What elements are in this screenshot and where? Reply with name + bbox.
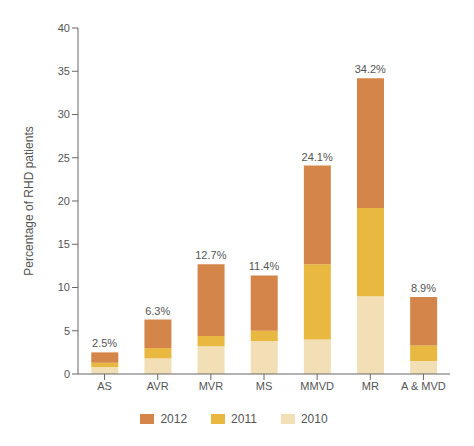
svg-text:6.3%: 6.3%	[145, 305, 170, 317]
html-text:2011: 2011	[231, 412, 257, 426]
svg-text:40: 40	[58, 22, 70, 34]
svg-text:A & MVD: A & MVD	[401, 380, 446, 392]
svg-text:5: 5	[64, 325, 70, 337]
svg-text:AVR: AVR	[147, 380, 169, 392]
svg-text:12.7%: 12.7%	[195, 249, 226, 261]
svg-text:25: 25	[58, 152, 70, 164]
svg-text:AS: AS	[97, 380, 112, 392]
html-text:2010: 2010	[300, 412, 328, 426]
svg-text:20: 20	[58, 195, 70, 207]
svg-text:Percentage of RHD patients: Percentage of RHD patients	[22, 126, 36, 275]
svg-text:MR: MR	[362, 380, 379, 392]
svg-text:24.1%: 24.1%	[302, 151, 333, 163]
svg-text:8.9%: 8.9%	[411, 282, 436, 294]
svg-text:2.5%: 2.5%	[92, 337, 117, 349]
svg-text:34.2%: 34.2%	[355, 63, 386, 75]
svg-text:0: 0	[64, 368, 70, 380]
svg-text:11.4%: 11.4%	[249, 260, 280, 272]
svg-text:MMVD: MMVD	[300, 380, 334, 392]
svg-text:MS: MS	[256, 380, 273, 392]
svg-text:15: 15	[58, 238, 70, 250]
svg-text:30: 30	[58, 108, 70, 120]
svg-text:35: 35	[58, 65, 70, 77]
svg-text:MVR: MVR	[199, 380, 224, 392]
svg-text:10: 10	[58, 281, 70, 293]
html-text:2012: 2012	[160, 412, 188, 426]
